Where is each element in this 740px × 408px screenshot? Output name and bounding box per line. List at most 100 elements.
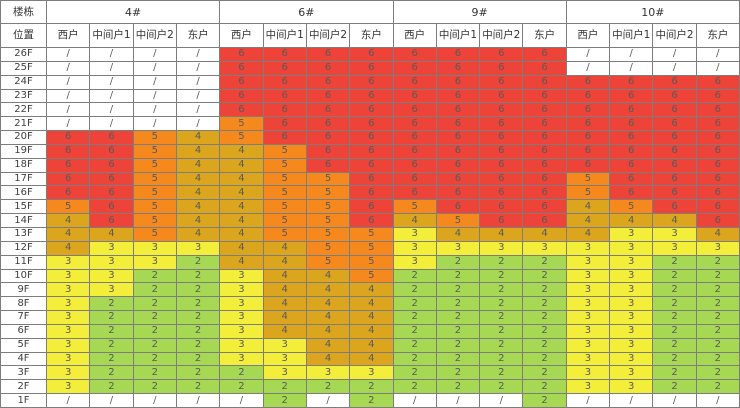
value-cell: 6 — [393, 172, 437, 187]
value-cell: 2 — [436, 324, 481, 339]
value-cell: 3 — [610, 366, 654, 381]
value-cell: / — [176, 103, 221, 118]
value-cell: 6 — [696, 186, 740, 201]
value-cell: / — [133, 61, 177, 76]
value-cell: 2 — [480, 311, 524, 325]
value-cell: 2 — [523, 338, 567, 353]
value-cell: 5 — [263, 144, 307, 159]
value-cell: 6 — [696, 117, 740, 132]
value-cell: 2 — [436, 352, 481, 367]
unit-header: 中间户2 — [306, 24, 351, 48]
value-cell: 2 — [480, 269, 524, 284]
value-cell: 3 — [47, 297, 91, 312]
value-cell: 2 — [176, 297, 221, 312]
floor-label: 7F — [1, 311, 47, 325]
value-cell: 6 — [653, 117, 697, 132]
value-cell: / — [47, 48, 91, 62]
value-cell: 2 — [523, 297, 567, 312]
value-cell: 6 — [696, 214, 740, 228]
value-cell: 4 — [263, 297, 307, 312]
value-cell: / — [566, 61, 611, 76]
value-cell: 4 — [566, 228, 611, 242]
value-cell: 4 — [263, 255, 307, 270]
value-cell: 5 — [393, 200, 437, 215]
value-cell: 6 — [480, 131, 524, 145]
value-cell: 2 — [436, 380, 481, 395]
building-header-9: 9# — [393, 1, 567, 24]
value-cell: 4 — [176, 131, 221, 145]
value-cell: 6 — [696, 172, 740, 187]
value-cell: 6 — [610, 172, 654, 187]
value-cell: 4 — [220, 228, 264, 242]
value-cell: 6 — [393, 61, 437, 76]
floor-label: 19F — [1, 144, 47, 159]
value-cell: / — [393, 394, 437, 408]
value-cell: 6 — [523, 131, 567, 145]
value-cell: 6 — [263, 61, 307, 76]
unit-header: 东户 — [176, 24, 221, 48]
value-cell: 6 — [436, 48, 481, 62]
floor-label: 10F — [1, 269, 47, 284]
value-cell: 2 — [436, 311, 481, 325]
value-cell: 3 — [480, 241, 524, 256]
value-cell: 5 — [263, 228, 307, 242]
value-cell: / — [610, 48, 654, 62]
value-cell: 3 — [610, 380, 654, 395]
value-cell: 6 — [350, 158, 394, 173]
value-cell: 2 — [653, 380, 697, 395]
value-cell: 3 — [610, 352, 654, 367]
value-cell: 3 — [220, 352, 264, 367]
value-cell: 6 — [47, 186, 91, 201]
unit-header: 西户 — [393, 24, 437, 48]
value-cell: 6 — [350, 131, 394, 145]
value-cell: 6 — [696, 75, 740, 90]
value-cell: 6 — [480, 186, 524, 201]
value-cell: 5 — [350, 228, 394, 242]
floor-label: 26F — [1, 48, 47, 62]
value-cell: 5 — [133, 131, 177, 145]
value-cell: 6 — [610, 144, 654, 159]
value-cell: 6 — [393, 117, 437, 132]
value-cell: 6 — [610, 75, 654, 90]
value-cell: 5 — [306, 228, 351, 242]
value-cell: / — [90, 48, 134, 62]
value-cell: 3 — [47, 366, 91, 381]
value-cell: 2 — [436, 283, 481, 298]
value-cell: 4 — [306, 324, 351, 339]
value-cell: 3 — [220, 269, 264, 284]
floor-label: 24F — [1, 75, 47, 90]
value-cell: 2 — [133, 311, 177, 325]
value-cell: 6 — [306, 75, 351, 90]
value-cell: 2 — [176, 311, 221, 325]
value-cell: / — [176, 61, 221, 76]
floor-label: 5F — [1, 338, 47, 353]
value-cell: 6 — [566, 89, 611, 104]
value-cell: 2 — [480, 352, 524, 367]
value-cell: 6 — [653, 75, 697, 90]
value-cell: 2 — [350, 380, 394, 395]
value-cell: 6 — [696, 103, 740, 118]
value-cell: 6 — [653, 158, 697, 173]
value-cell: / — [696, 61, 740, 76]
floor-label: 4F — [1, 352, 47, 367]
value-cell: 6 — [480, 158, 524, 173]
value-cell: 2 — [90, 352, 134, 367]
unit-header: 中间户1 — [436, 24, 481, 48]
value-cell: 2 — [653, 311, 697, 325]
value-cell: 4 — [306, 352, 351, 367]
value-cell: 5 — [133, 158, 177, 173]
value-cell: 6 — [306, 117, 351, 132]
value-cell: 3 — [653, 241, 697, 256]
value-cell: 2 — [696, 352, 740, 367]
value-cell: / — [90, 394, 134, 408]
floor-label: 17F — [1, 172, 47, 187]
value-cell: / — [90, 117, 134, 132]
corner-position-label: 位置 — [1, 24, 47, 48]
floor-label: 6F — [1, 324, 47, 339]
value-cell: 4 — [653, 214, 697, 228]
value-cell: 4 — [176, 186, 221, 201]
value-cell: 3 — [350, 366, 394, 381]
value-cell: 2 — [393, 269, 437, 284]
value-cell: 4 — [306, 283, 351, 298]
value-cell: 2 — [653, 297, 697, 312]
